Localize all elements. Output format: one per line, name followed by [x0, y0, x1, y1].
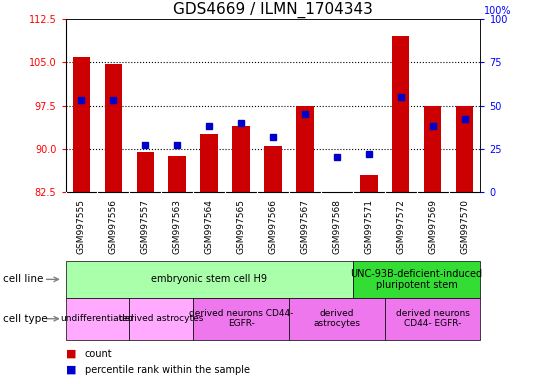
Bar: [424, 106, 441, 192]
Bar: [296, 106, 314, 192]
Text: GSM997572: GSM997572: [396, 199, 405, 254]
Title: GDS4669 / ILMN_1704343: GDS4669 / ILMN_1704343: [173, 2, 373, 18]
Bar: [136, 152, 154, 192]
Text: derived
astrocytes: derived astrocytes: [313, 309, 360, 328]
Text: derived neurons CD44-
EGFR-: derived neurons CD44- EGFR-: [189, 309, 293, 328]
Text: UNC-93B-deficient-induced
pluripotent stem: UNC-93B-deficient-induced pluripotent st…: [351, 268, 483, 290]
Text: GSM997567: GSM997567: [300, 199, 310, 254]
Text: GSM997556: GSM997556: [109, 199, 118, 254]
Text: ■: ■: [66, 365, 76, 375]
Text: GSM997563: GSM997563: [173, 199, 182, 254]
Text: GSM997565: GSM997565: [236, 199, 246, 254]
Text: GSM997570: GSM997570: [460, 199, 469, 254]
Text: percentile rank within the sample: percentile rank within the sample: [85, 365, 250, 375]
Bar: [200, 134, 218, 192]
Bar: [232, 126, 250, 192]
Bar: [392, 36, 410, 192]
Text: cell type: cell type: [3, 314, 48, 324]
Text: embryonic stem cell H9: embryonic stem cell H9: [151, 274, 267, 285]
Bar: [73, 57, 90, 192]
Text: GSM997564: GSM997564: [205, 199, 213, 254]
Text: count: count: [85, 349, 112, 359]
Text: undifferentiated: undifferentiated: [61, 314, 134, 323]
Text: GSM997569: GSM997569: [428, 199, 437, 254]
Text: GSM997566: GSM997566: [269, 199, 277, 254]
Text: GSM997555: GSM997555: [77, 199, 86, 254]
Bar: [169, 156, 186, 192]
Text: GSM997557: GSM997557: [141, 199, 150, 254]
Bar: [264, 146, 282, 192]
Text: derived neurons
CD44- EGFR-: derived neurons CD44- EGFR-: [396, 309, 470, 328]
Text: cell line: cell line: [3, 274, 43, 285]
Text: 100%: 100%: [484, 7, 511, 17]
Text: ■: ■: [66, 349, 76, 359]
Bar: [456, 106, 473, 192]
Bar: [360, 175, 377, 192]
Text: GSM997571: GSM997571: [364, 199, 373, 254]
Text: GSM997568: GSM997568: [333, 199, 341, 254]
Text: derived astrocytes: derived astrocytes: [119, 314, 204, 323]
Bar: [105, 64, 122, 192]
